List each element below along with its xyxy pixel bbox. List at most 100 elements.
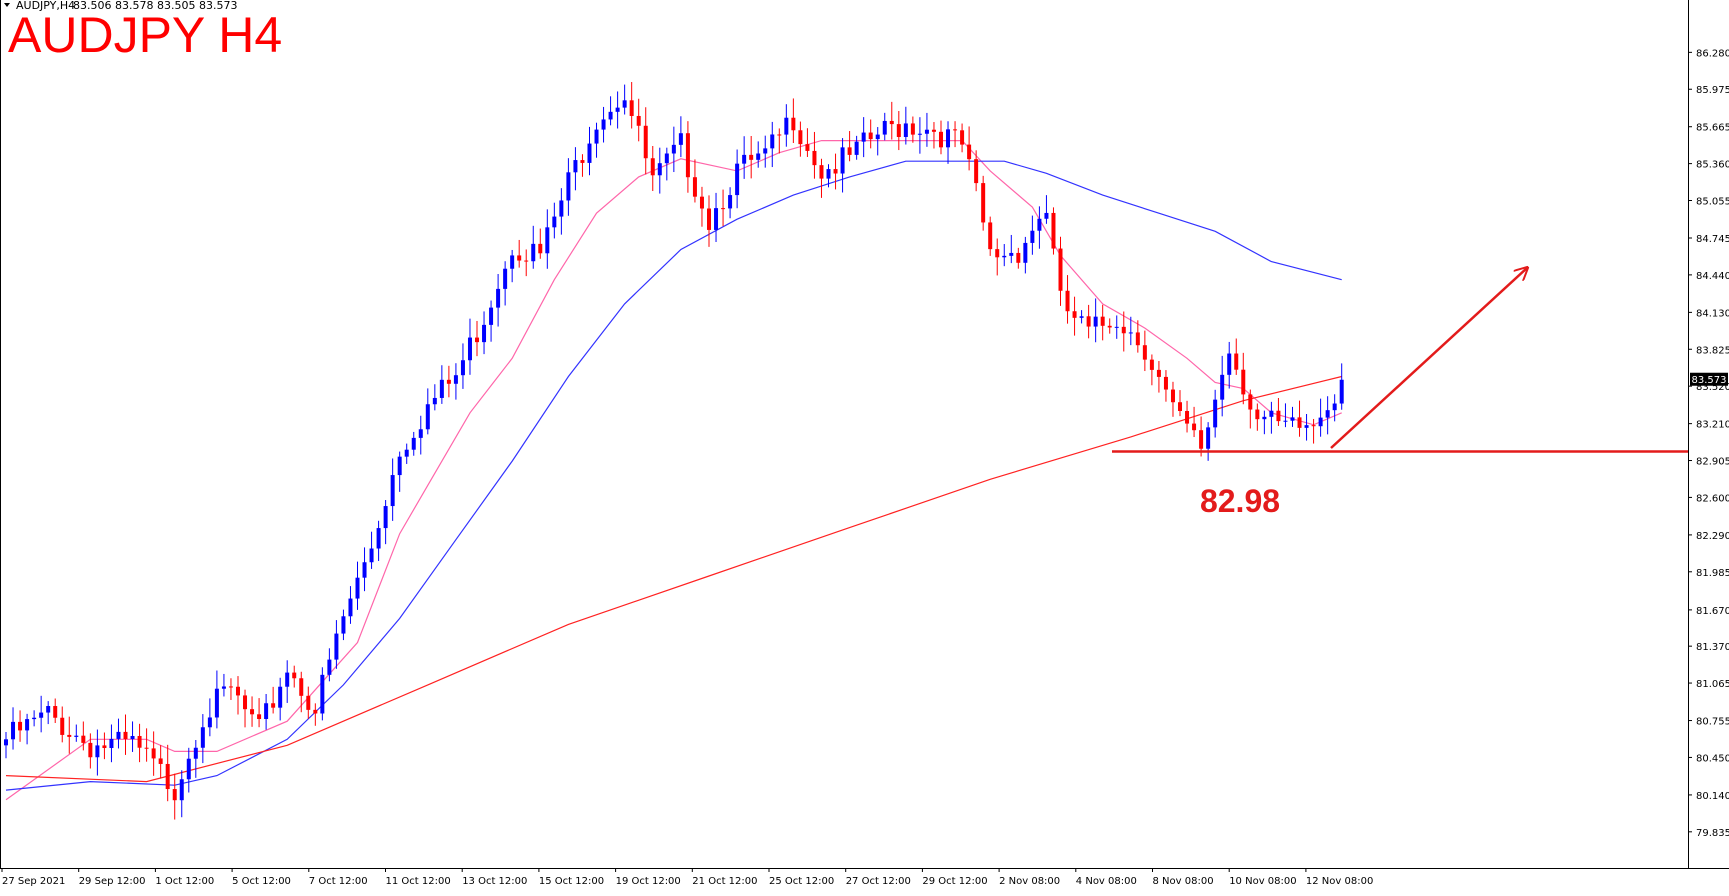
candle-body [285,672,290,687]
candle-body [531,243,536,262]
price-tick-label: 85.665 [1696,123,1729,134]
time-tick-label: 4 Nov 08:00 [1076,876,1137,887]
candle-body [1262,416,1267,420]
support-level-label: 82.98 [1200,483,1280,519]
candle-body [81,735,86,743]
candle-body [847,147,852,155]
candle-body [271,703,276,708]
candle-body [257,714,262,720]
candle-body [1220,374,1225,400]
candle-body [1318,417,1323,427]
candle-body [784,117,789,135]
current-price-tag: 83.573 [1690,372,1728,386]
candle-body [714,208,719,230]
candle-body [882,120,887,135]
moving-averages [5,140,1342,801]
candle-body [1149,359,1154,370]
candle-body [102,745,107,749]
candle-body [397,456,402,476]
candle-body [938,131,943,148]
candle-body [186,758,191,780]
candle-body [910,123,915,135]
candle-body [411,437,416,450]
candle-body [559,200,564,217]
candle-body [46,706,51,713]
candle-body [524,260,529,262]
time-tick-label: 27 Oct 12:00 [846,876,911,887]
candle-body [503,268,508,289]
candle-body [369,548,374,563]
candle-body [580,160,585,163]
candle-body [1304,425,1309,428]
candle-body [1311,425,1316,427]
candle-body [840,147,845,174]
candle-body [327,659,332,675]
candle-body [995,249,1000,258]
price-tick-label: 84.130 [1696,308,1729,319]
candle-body [418,429,423,438]
candle-body [200,727,205,748]
candle-body [538,243,543,254]
price-tick-label: 81.065 [1696,679,1729,690]
candle-body [798,130,803,145]
candle-body [1072,311,1077,318]
candle-body [264,703,269,720]
candle-body [770,134,775,149]
candle-body [1044,212,1049,219]
candle-body [292,672,297,679]
candle-body [446,379,451,384]
time-tick-label: 10 Nov 08:00 [1229,876,1296,887]
candle-body [1178,402,1183,411]
candle-body [228,686,233,688]
price-tick-label: 83.825 [1696,345,1729,356]
candle-body [320,674,325,714]
candle-body [1009,252,1014,256]
time-tick-label: 12 Nov 08:00 [1306,876,1373,887]
candle-body [151,748,156,759]
candle-body [1185,410,1190,424]
candle-body [657,163,662,176]
price-tick-label: 81.370 [1696,642,1729,653]
time-tick-label: 7 Oct 12:00 [309,876,368,887]
candle-body [1107,325,1112,328]
candle-body [1248,394,1253,410]
candle-body [1234,353,1239,370]
candle-body [1241,369,1246,395]
candle-body [1156,369,1161,377]
candle-body [622,100,627,108]
current-price-box [1690,372,1728,386]
candle-body [123,731,128,740]
candle-body [1163,376,1168,390]
candle-body [404,449,409,457]
collapse-triangle-icon[interactable] [4,3,10,7]
candle-body [875,134,880,140]
candle-body [109,738,114,749]
candle-body [678,133,683,145]
candle-body [812,150,817,166]
candle-body [566,172,571,201]
time-tick-label: 11 Oct 12:00 [386,876,451,887]
price-tick-label: 79.835 [1696,828,1729,839]
candle-body [664,153,669,164]
chart-title: AUDJPY H4 [8,7,282,63]
candle-body [903,123,908,137]
candle-body [791,117,796,131]
time-tick-label: 29 Sep 12:00 [79,876,146,887]
candle-body [931,129,936,132]
candle-body [1339,379,1344,404]
candle-body [1093,316,1098,327]
candle-body [763,148,768,154]
candle-body [425,404,430,430]
candle-body [1269,410,1274,417]
candle-body [376,528,381,549]
candle-body [692,177,697,197]
candle-body [861,132,866,142]
candle-body [1128,332,1133,334]
candle-body [179,779,184,801]
current-price-label: 83.573 [1692,375,1727,386]
price-tick-label: 84.440 [1696,271,1729,282]
candle-body [158,758,163,764]
candle-body [482,324,487,343]
candle-body [960,130,965,145]
